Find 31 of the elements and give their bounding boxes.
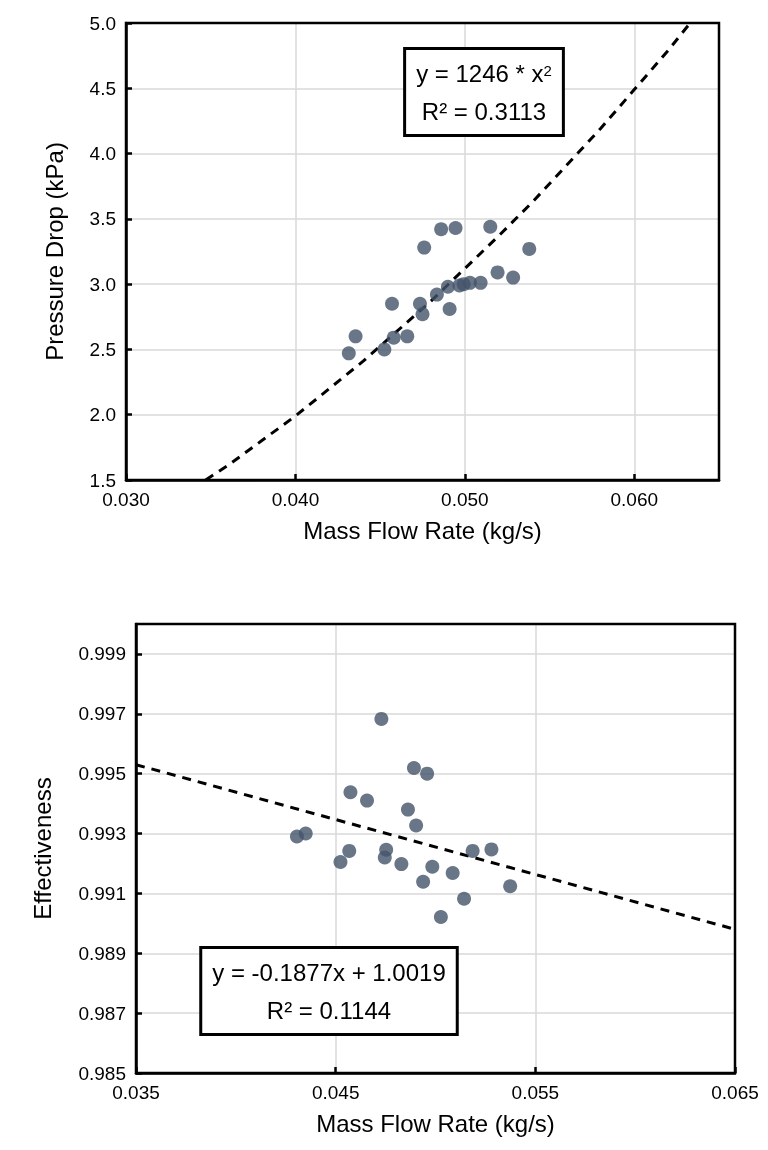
x-tick-label: 0.035 [112,1082,160,1103]
y-tick-label: 2.0 [89,404,116,426]
y-tick-label: 0.989 [78,942,126,964]
y-tick-label: 5.0 [89,12,116,34]
y-tick-label: 0.997 [78,703,126,725]
y-tick-label: 0.991 [78,882,126,904]
x-tick-label: 0.060 [610,489,659,510]
x-tick-label: 0.065 [711,1082,759,1103]
y-tick-label: 0.987 [78,1002,126,1024]
y-tick-label: 0.999 [78,643,126,665]
y-tick-label: 4.0 [89,143,116,165]
x-tick-label: 0.050 [441,489,489,510]
x-tick-label: 0.045 [311,1082,360,1103]
y-tick-label: 0.995 [78,763,126,785]
y-tick-label: 2.5 [89,338,116,360]
annotation: y = -0.1877x + 1.0019 [212,958,446,986]
x-tick-label: 0.055 [511,1082,560,1103]
y-tick-label: 3.5 [89,208,116,230]
annotation: R² = 0.3113 [421,97,547,125]
y-tick-label: 0.993 [78,823,126,845]
y-axis-title: Effectiveness [28,777,56,920]
x-axis-title: Mass Flow Rate (kg/s) [303,516,542,544]
x-axis-title: Mass Flow Rate (kg/s) [316,1109,555,1137]
y-tick-label: 3.0 [89,273,116,295]
y-tick-label: 4.5 [89,77,116,99]
x-tick-label: 0.030 [102,489,150,510]
x-tick-label: 0.040 [271,489,320,510]
y-tick-label: 0.985 [78,1062,126,1084]
annotation: R² = 0.1144 [266,996,392,1024]
y-axis-title: Pressure Drop (kPa) [40,142,68,361]
y-tick-label: 1.5 [89,469,116,491]
